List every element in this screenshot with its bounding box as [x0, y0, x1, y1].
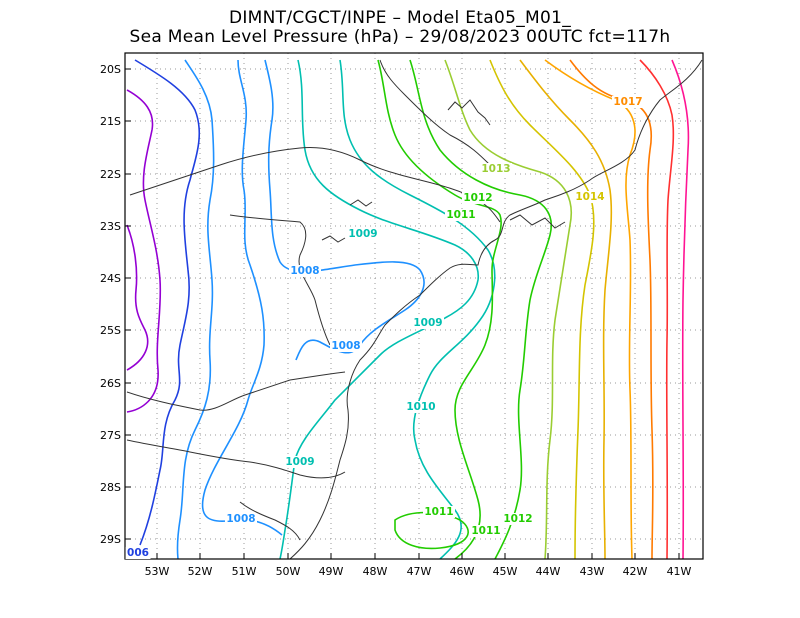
map-title-line2: Sea Mean Level Pressure (hPa) – 29/08/20… — [129, 27, 671, 47]
contour-label: 1010 — [406, 401, 435, 413]
lat-label: 20S — [100, 63, 121, 76]
contour-label: 1009 — [348, 228, 377, 240]
contour-label-bg — [284, 456, 316, 468]
border-line — [349, 199, 373, 207]
lon-label: 49W — [319, 565, 344, 578]
contour-label: 1013 — [481, 163, 510, 175]
isobar-line — [134, 59, 201, 546]
lon-label: 42W — [623, 565, 648, 578]
axis-ticks: 20S 21S 22S 23S 24S 25S 26S 27S 28S 29S 53W 52W 51W 5… — [100, 63, 692, 578]
border-line — [509, 214, 566, 229]
contour-label-bg — [225, 513, 257, 525]
contour-label: 1008 — [290, 265, 319, 277]
lon-label: 50W — [276, 565, 301, 578]
contour-label-bg — [480, 163, 512, 175]
isobar-line — [264, 59, 425, 361]
border-line — [126, 439, 346, 479]
border-line — [229, 214, 331, 346]
lat-label: 27S — [100, 429, 121, 442]
contour-label-bg — [289, 265, 321, 277]
contour-label-bg — [445, 209, 477, 221]
lat-label: 29S — [100, 533, 121, 546]
contour-label: 1012 — [503, 513, 532, 525]
contour-label: 1011 — [424, 506, 453, 518]
contour-label-bg — [330, 340, 362, 352]
contour-label-bg — [502, 513, 534, 525]
lat-label: 22S — [100, 168, 121, 181]
lat-label: 25S — [100, 324, 121, 337]
isobar-line — [279, 59, 480, 559]
border-line — [239, 501, 301, 541]
isobar-line — [544, 59, 636, 559]
lon-label: 44W — [536, 565, 561, 578]
contour-label-bg — [347, 228, 379, 240]
isobar-line — [126, 89, 162, 413]
contour-label: 1011 — [446, 209, 475, 221]
contour-label-bg — [423, 506, 455, 518]
contour-label-bg — [612, 96, 644, 108]
lat-label: 28S — [100, 481, 121, 494]
contour-label-bg — [462, 192, 494, 204]
lat-label: 24S — [100, 272, 121, 285]
border-line — [447, 99, 491, 126]
contour-label: 1012 — [463, 192, 492, 204]
lon-label: 51W — [232, 565, 257, 578]
contour-label: 1008 — [331, 340, 360, 352]
contour-label-bg — [125, 547, 151, 559]
lat-label: 21S — [100, 115, 121, 128]
contour-label: 006 — [127, 547, 149, 559]
lon-label: 45W — [493, 565, 518, 578]
contour-label: 1009 — [413, 317, 442, 329]
border-line — [126, 371, 346, 411]
isobar-line — [339, 59, 496, 559]
isobar-line — [639, 59, 675, 559]
lon-label: 43W — [580, 565, 605, 578]
lon-label: 41W — [667, 565, 692, 578]
contour-label-bg — [405, 401, 437, 413]
contour-label: 1017 — [613, 96, 642, 108]
lon-label: 46W — [450, 565, 475, 578]
isobar-line — [444, 59, 572, 559]
lat-label: 26S — [100, 377, 121, 390]
contour-label-bg — [574, 191, 606, 203]
lon-label: 48W — [363, 565, 388, 578]
isobar-line — [126, 224, 149, 371]
contour-label-bg — [412, 317, 444, 329]
border-line — [129, 147, 501, 223]
contour-label-bg — [470, 525, 502, 537]
isobar-line — [201, 59, 283, 536]
isobar-line — [671, 59, 690, 559]
contour-labels: 1017101310141012101110091008100910081010… — [125, 96, 644, 559]
lon-label: 47W — [407, 565, 432, 578]
isobar-line — [519, 59, 613, 559]
contour-label: 1014 — [575, 191, 604, 203]
contour-label: 1009 — [285, 456, 314, 468]
isobar-contours — [126, 59, 690, 559]
map-frame — [124, 52, 704, 560]
isobar-line — [176, 59, 215, 559]
isobar-line — [409, 59, 552, 559]
map-title-line1: DIMNT/CGCT/INPE – Model Eta05_M01_ — [228, 8, 572, 28]
isobar-line — [377, 59, 502, 559]
border-line — [321, 235, 346, 243]
coastline — [289, 59, 703, 559]
contour-label: 1008 — [226, 513, 255, 525]
isobar-line — [489, 59, 595, 559]
border-line — [379, 59, 491, 166]
lat-label: 23S — [100, 220, 121, 233]
lon-label: 52W — [188, 565, 213, 578]
contour-label: 1011 — [471, 525, 500, 537]
lon-label: 53W — [145, 565, 170, 578]
